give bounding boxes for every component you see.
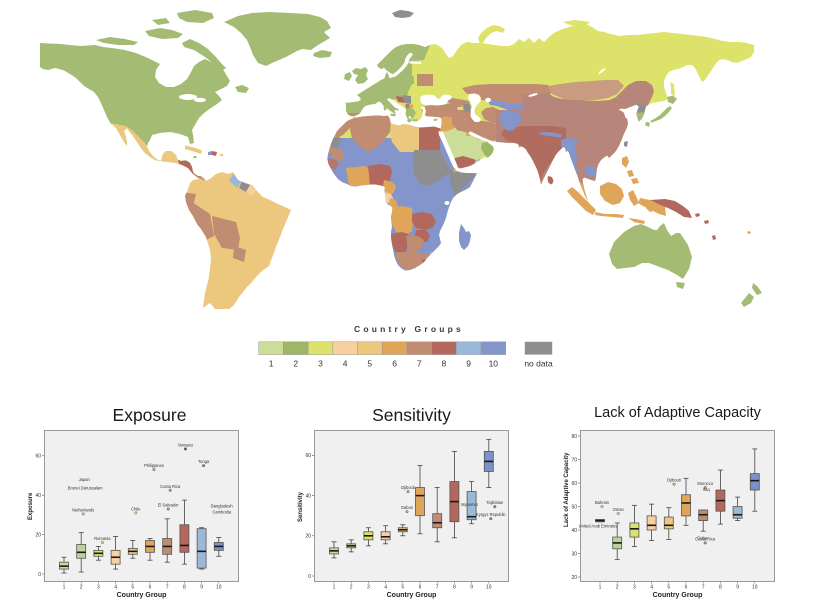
svg-text:10: 10 <box>489 359 499 369</box>
svg-text:United Arab Emirates: United Arab Emirates <box>579 524 618 529</box>
svg-text:Morocco: Morocco <box>697 481 713 486</box>
svg-text:60: 60 <box>571 481 577 487</box>
svg-text:9: 9 <box>736 585 739 591</box>
svg-text:Iraq: Iraq <box>703 487 711 492</box>
svg-text:Chile: Chile <box>131 506 141 511</box>
svg-text:5: 5 <box>131 585 134 591</box>
svg-text:40: 40 <box>35 493 41 499</box>
svg-text:6: 6 <box>685 585 688 591</box>
svg-text:2: 2 <box>616 585 619 591</box>
svg-text:Costa Rica: Costa Rica <box>695 536 716 541</box>
svg-text:El Salvador: El Salvador <box>158 502 180 507</box>
svg-text:60: 60 <box>305 453 311 459</box>
svg-text:3: 3 <box>633 585 636 591</box>
svg-text:Costa Rica: Costa Rica <box>160 484 181 489</box>
svg-text:1: 1 <box>63 585 66 591</box>
svg-text:20: 20 <box>305 534 311 540</box>
svg-text:7: 7 <box>436 585 439 591</box>
svg-text:40: 40 <box>571 528 577 534</box>
svg-text:8: 8 <box>183 585 186 591</box>
svg-text:5: 5 <box>367 359 372 369</box>
svg-text:6: 6 <box>419 585 422 591</box>
svg-text:Oman: Oman <box>613 507 625 512</box>
svg-text:30: 30 <box>571 551 577 557</box>
svg-text:Netherlands: Netherlands <box>72 507 94 512</box>
svg-text:Kyrgyz Republic: Kyrgyz Republic <box>476 512 506 517</box>
svg-text:2: 2 <box>80 585 83 591</box>
svg-text:Bahrain: Bahrain <box>595 500 610 505</box>
svg-text:60: 60 <box>35 454 41 460</box>
svg-text:10: 10 <box>486 585 492 591</box>
svg-text:8: 8 <box>719 585 722 591</box>
svg-text:Cuba: Cuba <box>697 535 708 540</box>
svg-text:1: 1 <box>599 585 602 591</box>
svg-text:Cambodia: Cambodia <box>212 509 231 514</box>
svg-text:2: 2 <box>293 359 298 369</box>
svg-text:0: 0 <box>308 574 311 580</box>
svg-text:8: 8 <box>442 359 447 369</box>
svg-text:5: 5 <box>401 585 404 591</box>
svg-text:no data: no data <box>524 359 553 369</box>
svg-text:Tajikistan: Tajikistan <box>486 500 504 505</box>
svg-text:4: 4 <box>343 359 348 369</box>
svg-text:Tonga: Tonga <box>198 459 210 464</box>
svg-text:4: 4 <box>384 585 387 591</box>
svg-text:9: 9 <box>470 585 473 591</box>
svg-text:6: 6 <box>149 585 152 591</box>
svg-text:40: 40 <box>305 493 311 499</box>
svg-text:Brunei Darussalam: Brunei Darussalam <box>68 486 103 491</box>
svg-text:7: 7 <box>166 585 169 591</box>
svg-text:3: 3 <box>318 359 323 369</box>
svg-text:Myanmar: Myanmar <box>461 502 479 507</box>
svg-text:80: 80 <box>571 434 577 440</box>
svg-text:4: 4 <box>650 585 653 591</box>
svg-text:6: 6 <box>392 359 397 369</box>
svg-text:50: 50 <box>571 504 577 510</box>
svg-text:Vanuatu: Vanuatu <box>178 442 193 447</box>
svg-text:Gabon: Gabon <box>401 505 414 510</box>
svg-text:4: 4 <box>114 585 117 591</box>
svg-text:20: 20 <box>35 532 41 538</box>
svg-text:7: 7 <box>417 359 422 369</box>
svg-text:7: 7 <box>702 585 705 591</box>
svg-text:Philippines: Philippines <box>144 463 164 468</box>
svg-text:Romania: Romania <box>94 536 111 541</box>
svg-text:1: 1 <box>269 359 274 369</box>
svg-text:9: 9 <box>200 585 203 591</box>
svg-text:9: 9 <box>466 359 471 369</box>
svg-text:20: 20 <box>571 575 577 581</box>
svg-text:70: 70 <box>571 457 577 463</box>
svg-text:Japan: Japan <box>79 477 91 482</box>
svg-text:10: 10 <box>752 585 758 591</box>
svg-text:Djibouti: Djibouti <box>667 478 681 483</box>
svg-text:5: 5 <box>667 585 670 591</box>
svg-text:Djibouti: Djibouti <box>401 485 415 490</box>
svg-text:3: 3 <box>97 585 100 591</box>
svg-text:0: 0 <box>38 572 41 578</box>
svg-text:8: 8 <box>453 585 456 591</box>
svg-text:1: 1 <box>333 585 336 591</box>
svg-text:3: 3 <box>367 585 370 591</box>
svg-text:10: 10 <box>216 585 222 591</box>
svg-text:Bangladesh: Bangladesh <box>211 503 233 508</box>
svg-text:2: 2 <box>350 585 353 591</box>
